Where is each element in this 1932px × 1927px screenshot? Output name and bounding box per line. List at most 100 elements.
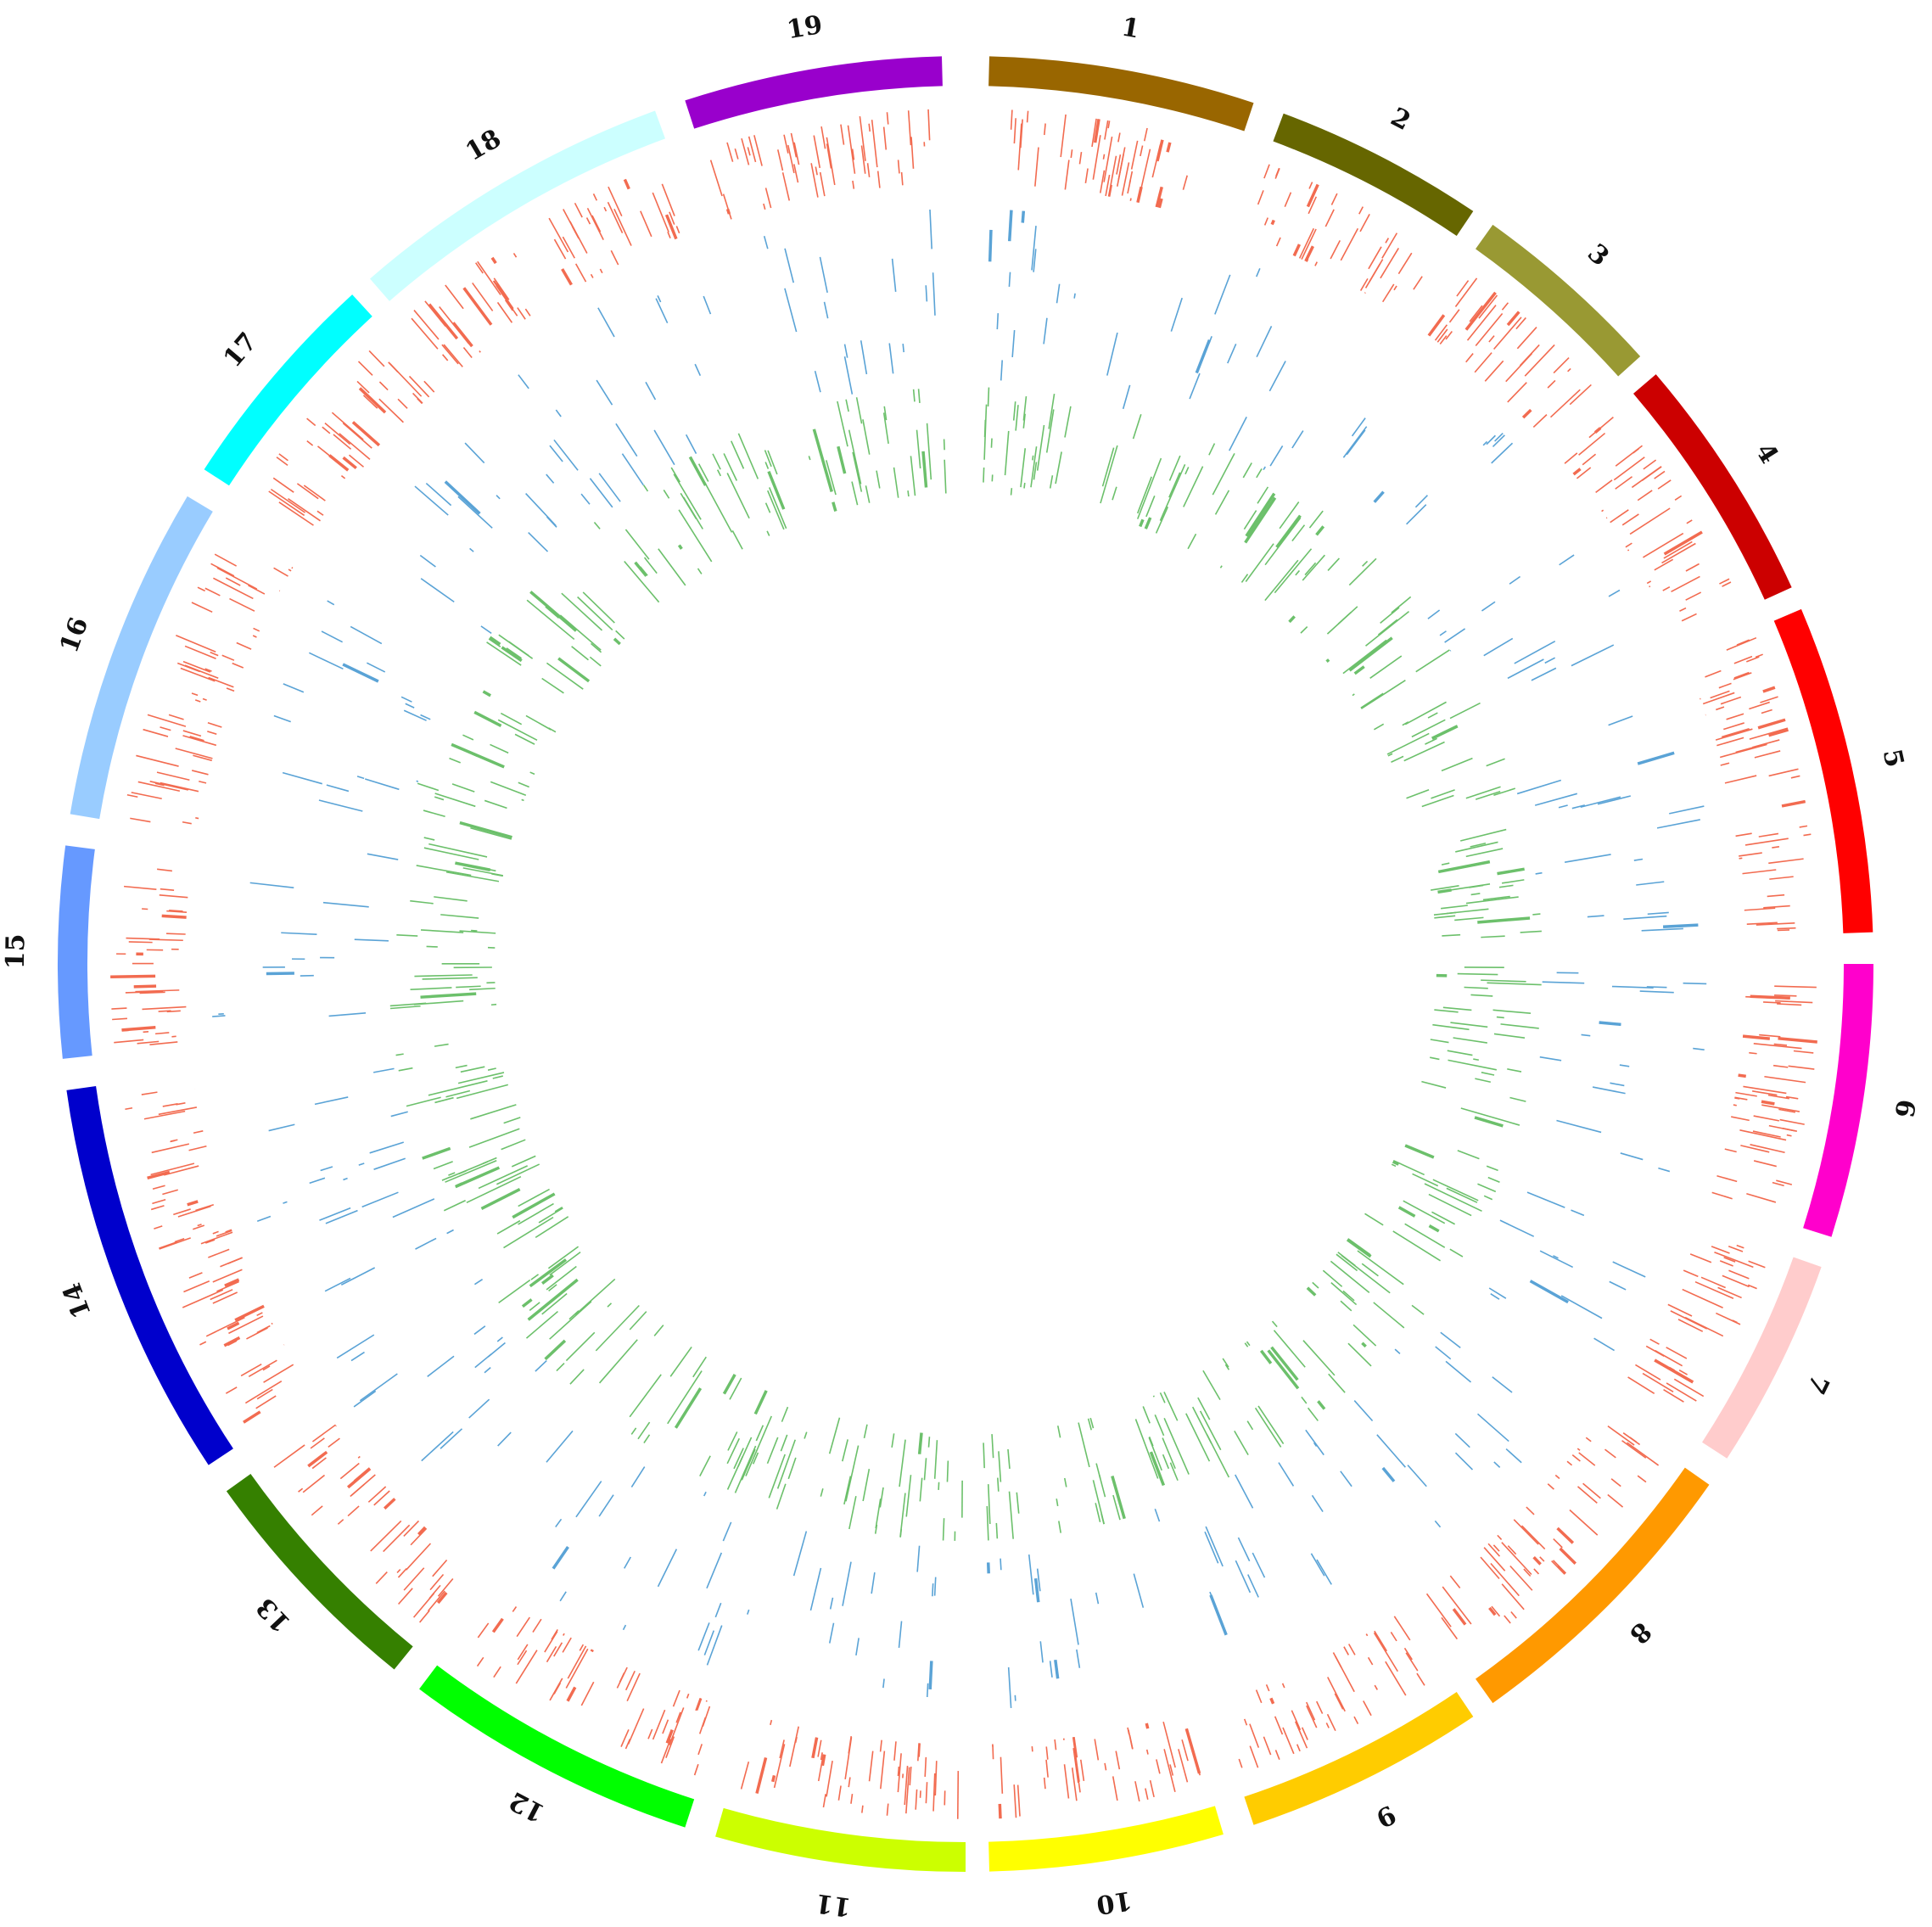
inner-track-mark xyxy=(764,462,770,469)
outer-track-mark xyxy=(1255,1689,1263,1704)
outer-track-mark xyxy=(702,1706,711,1727)
outer-track-mark xyxy=(111,1007,127,1010)
inner-track-mark xyxy=(448,1172,456,1176)
outer-track-mark xyxy=(389,362,423,397)
outer-track-mark xyxy=(255,1395,277,1409)
outer-track-mark xyxy=(1016,1784,1021,1817)
inner-track-mark xyxy=(1033,462,1038,480)
inner-track-mark xyxy=(1432,1179,1479,1202)
inner-track-mark xyxy=(1330,1260,1370,1294)
inner-track-mark xyxy=(1168,455,1181,481)
middle-track-mark xyxy=(1311,1494,1324,1513)
outer-track-mark xyxy=(1610,509,1629,524)
outer-track-mark xyxy=(932,1773,936,1812)
outer-track-mark xyxy=(195,1203,215,1212)
outer-track-mark xyxy=(194,699,201,703)
middle-track-mark xyxy=(427,1355,455,1377)
outer-track-mark xyxy=(1662,586,1671,591)
outer-track-mark xyxy=(472,282,494,311)
outer-track-mark xyxy=(1782,1127,1798,1132)
inner-track-mark xyxy=(826,460,837,496)
outer-track-mark xyxy=(897,1766,900,1777)
outer-track-mark xyxy=(1129,198,1132,201)
outer-track-mark xyxy=(1274,1750,1280,1760)
outer-track-mark xyxy=(263,1364,294,1383)
middle-track-mark xyxy=(1620,1152,1644,1161)
middle-track-mark xyxy=(1214,274,1231,315)
outer-track-mark xyxy=(934,1761,938,1796)
outer-track-mark xyxy=(150,1162,195,1176)
inner-track-mark xyxy=(1187,533,1197,550)
outer-track-mark xyxy=(1554,1474,1560,1480)
inner-track-mark xyxy=(767,450,778,475)
inner-track-mark xyxy=(923,1458,927,1481)
inner-track-mark xyxy=(547,1246,580,1269)
outer-track-mark xyxy=(579,1644,585,1651)
inner-track-mark xyxy=(1134,1419,1159,1479)
outer-track-mark xyxy=(1343,1646,1350,1655)
middle-track-mark xyxy=(518,374,529,389)
middle-track-mark xyxy=(353,1390,377,1408)
inner-track-mark xyxy=(417,782,440,792)
inner-track-mark xyxy=(1139,518,1145,528)
outer-track-mark xyxy=(1700,1276,1726,1289)
outer-track-mark xyxy=(852,180,855,189)
outer-track-mark xyxy=(897,1753,902,1793)
outer-track-mark xyxy=(1601,509,1604,513)
outer-track-mark xyxy=(1754,750,1781,759)
middle-track-mark xyxy=(1544,657,1556,664)
inner-track-mark xyxy=(677,544,683,550)
middle-track-mark xyxy=(1564,854,1611,863)
inner-track-mark xyxy=(1430,1056,1440,1061)
inner-track-mark xyxy=(529,591,578,632)
inner-track-mark xyxy=(462,867,504,877)
middle-track-mark xyxy=(1483,637,1514,657)
inner-track-mark xyxy=(726,473,750,519)
outer-track-mark xyxy=(288,498,321,522)
outer-track-mark xyxy=(214,553,238,567)
outer-track-mark xyxy=(182,821,192,825)
outer-track-mark xyxy=(1559,1547,1577,1565)
outer-track-mark xyxy=(125,1106,133,1111)
outer-track-mark xyxy=(1121,162,1130,196)
middle-track-mark xyxy=(314,1096,349,1106)
outer-track-mark xyxy=(1657,479,1672,490)
inner-track-mark xyxy=(434,796,445,801)
outer-track-mark xyxy=(197,586,205,592)
outer-track-mark xyxy=(918,1743,921,1757)
inner-track-mark xyxy=(1244,1342,1249,1347)
inner-track-mark xyxy=(845,1445,860,1502)
outer-track-mark xyxy=(1755,653,1763,658)
inner-track-mark xyxy=(490,781,527,797)
outer-track-mark xyxy=(1627,549,1630,552)
middle-track-mark xyxy=(1073,293,1076,299)
outer-track-mark xyxy=(553,238,567,260)
inner-track-mark xyxy=(530,1274,539,1280)
inner-track-mark xyxy=(1087,1418,1093,1431)
outer-track-mark xyxy=(623,178,630,190)
inner-track-mark xyxy=(1347,1342,1372,1367)
inner-track-mark xyxy=(891,1433,895,1448)
outer-track-mark xyxy=(1405,1652,1419,1672)
outer-track-mark xyxy=(709,160,723,197)
outer-track-mark xyxy=(1607,1493,1624,1508)
outer-track-mark xyxy=(925,1782,928,1804)
middle-track-mark xyxy=(444,480,481,515)
inner-track-mark xyxy=(1257,1405,1285,1445)
outer-track-mark xyxy=(1663,1388,1684,1403)
middle-track-mark xyxy=(322,901,369,908)
inner-track-mark xyxy=(848,429,862,485)
inner-track-mark xyxy=(764,502,771,513)
inner-track-mark xyxy=(731,529,743,550)
inner-track-mark xyxy=(1224,1364,1230,1370)
inner-track-mark xyxy=(410,987,452,991)
inner-track-mark xyxy=(422,977,478,980)
outer-track-mark xyxy=(1456,280,1470,297)
inner-track-mark xyxy=(490,743,509,754)
inner-track-mark xyxy=(457,1072,505,1084)
inner-track-mark xyxy=(607,1302,613,1308)
outer-track-mark xyxy=(861,1805,864,1813)
outer-track-mark xyxy=(367,1486,387,1503)
outer-track-mark xyxy=(216,1230,232,1237)
middle-track-mark xyxy=(597,307,615,338)
